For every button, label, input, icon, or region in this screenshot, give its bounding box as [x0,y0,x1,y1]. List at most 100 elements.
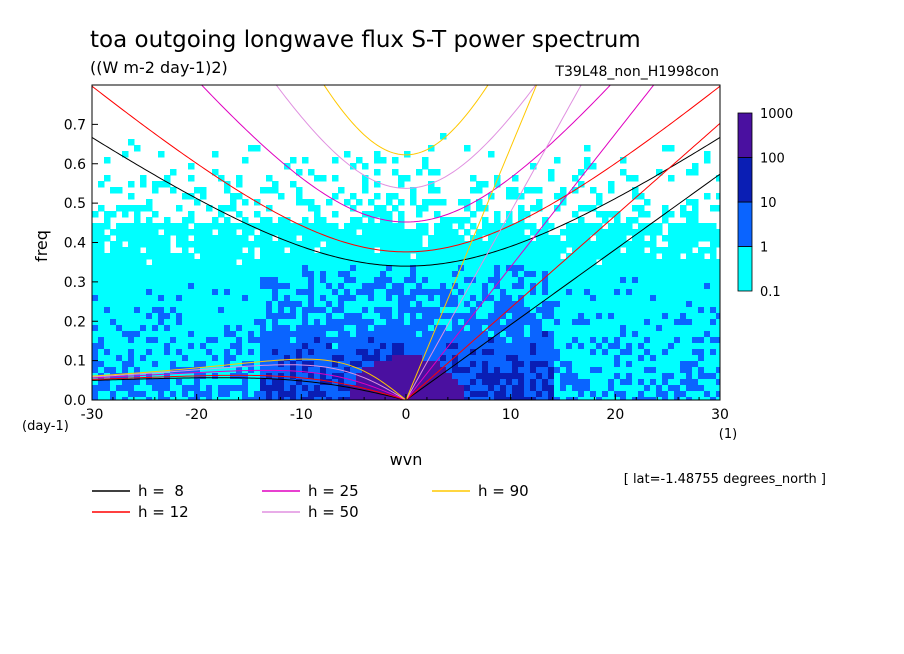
spectrum-cell [560,379,567,386]
spectrum-cell [356,247,363,254]
spectrum-cell [392,313,399,320]
spectrum-cell [536,265,543,272]
spectrum-cell [164,391,171,398]
spectrum-cell [476,247,483,254]
spectrum-cell [332,295,339,302]
spectrum-cell [476,343,483,350]
spectrum-cell [524,187,531,194]
spectrum-cell [320,397,327,400]
spectrum-cell [590,241,597,248]
spectrum-cell [542,289,549,296]
spectrum-cell [464,361,471,368]
spectrum-cell [680,385,687,392]
spectrum-cell [176,379,183,386]
spectrum-cell [506,373,513,380]
dispersion-curve-h25-er1 [92,369,407,400]
color-bar-label: 1 [760,241,768,256]
spectrum-cell [674,259,681,266]
spectrum-cell [692,397,699,400]
spectrum-cell [620,325,627,332]
spectrum-cell [662,343,669,350]
spectrum-cell [572,307,579,314]
spectrum-cell [338,265,345,272]
spectrum-cell [302,313,309,320]
spectrum-cell [506,295,513,302]
spectrum-cell [488,307,495,314]
spectrum-cell [344,313,351,320]
spectrum-cell [404,283,411,290]
spectrum-cell [344,223,351,230]
spectrum-cell [704,361,711,368]
spectrum-cell [560,229,567,236]
spectrum-cell [650,325,657,332]
spectrum-cell [476,331,483,338]
spectrum-cell [494,235,501,242]
spectrum-cell [254,307,261,314]
spectrum-cell [146,277,153,284]
spectrum-cell [548,361,555,368]
spectrum-cell [614,307,621,314]
dispersion-curve-h8-kelvin0 [405,173,720,400]
spectrum-cell [200,391,207,398]
spectrum-cell [530,205,537,212]
spectrum-cell [188,253,195,260]
spectrum-cell [608,373,615,380]
spectrum-cell [536,259,543,266]
spectrum-cell [188,349,195,356]
spectrum-cell [320,331,327,338]
spectrum-cell [596,391,603,398]
spectrum-cell [428,259,435,266]
spectrum-cell [332,277,339,284]
spectrum-cell [392,349,399,356]
spectrum-cell [320,343,327,350]
spectrum-cell [110,247,117,254]
spectrum-cell [290,247,297,254]
spectrum-cell [428,367,435,374]
spectrum-cell [266,391,273,398]
spectrum-cell [404,265,411,272]
spectrum-cell [92,319,99,326]
spectrum-cell [644,361,651,368]
spectrum-cell [272,265,279,272]
spectrum-cell [182,331,189,338]
spectrum-cell [554,283,561,290]
spectrum-cell [494,391,501,398]
spectrum-cell [440,271,447,278]
spectrum-cell [122,331,129,338]
spectrum-cell [170,385,177,392]
spectrum-cell [566,259,573,266]
spectrum-cell [596,265,603,272]
spectrum-cell [278,253,285,260]
spectrum-cell [224,397,231,400]
spectrum-cell [212,223,219,230]
spectrum-cell [458,283,465,290]
spectrum-cell [680,235,687,242]
spectrum-cell [362,379,369,386]
spectrum-cell [674,319,681,326]
spectrum-cell [614,355,621,362]
spectrum-cell [116,277,123,284]
legend-label: h = 90 [478,482,529,500]
spectrum-cell [368,319,375,326]
spectrum-cell [560,355,567,362]
spectrum-cell [632,283,639,290]
spectrum-cell [458,289,465,296]
spectrum-cell [272,397,279,400]
spectrum-cell [152,211,159,218]
spectrum-cell [116,391,123,398]
spectrum-cell [536,397,543,400]
spectrum-cell [296,241,303,248]
spectrum-cell [302,259,309,266]
spectrum-cell [332,193,339,200]
spectrum-cell [482,307,489,314]
spectrum-cell [374,325,381,332]
spectrum-cell [272,313,279,320]
spectrum-cell [614,253,621,260]
spectrum-cell [578,229,585,236]
spectrum-cell [158,223,165,230]
y-tick-label: 0.3 [64,275,86,291]
spectrum-cell [170,325,177,332]
spectrum-cell [392,301,399,308]
spectrum-cell [188,385,195,392]
spectrum-cell [146,331,153,338]
